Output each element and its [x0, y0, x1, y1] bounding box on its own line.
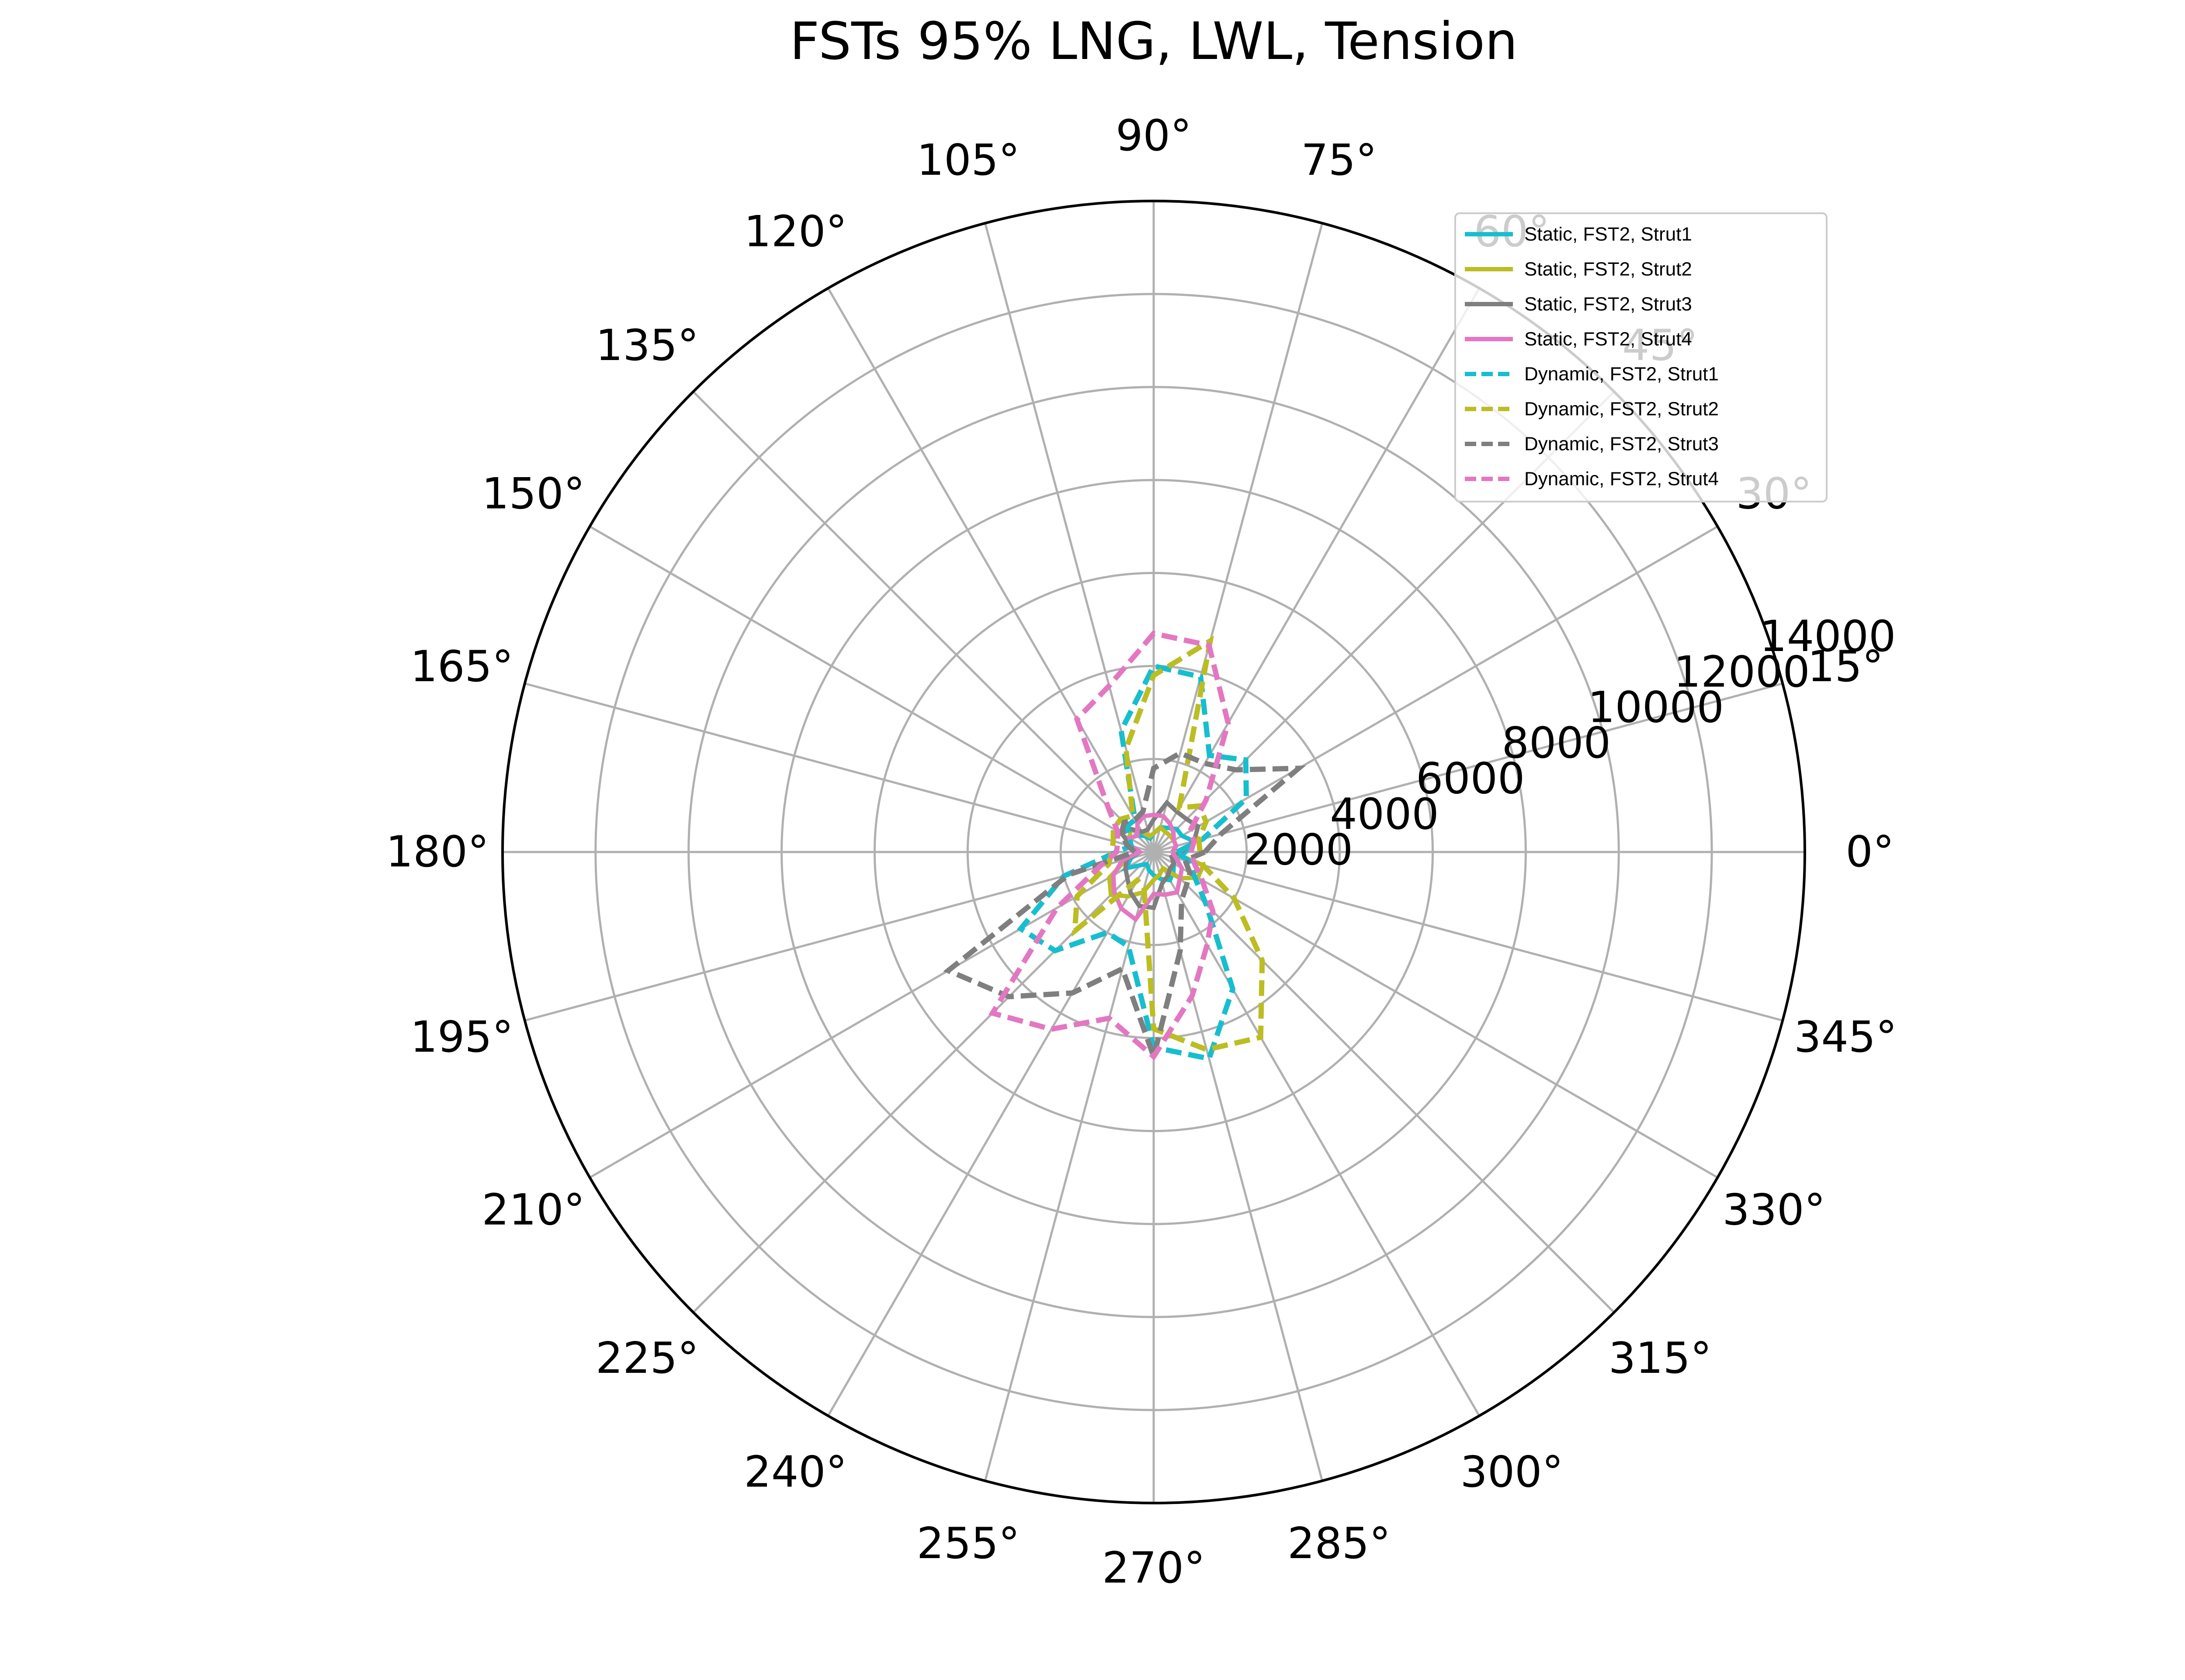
- theta-tick-label-6: 90°: [1116, 111, 1192, 161]
- legend: Static, FST2, Strut1 Static, FST2, Strut2…: [1454, 212, 1828, 502]
- theta-grid-line-22: [1153, 851, 1718, 1179]
- theta-tick-label-19: 285°: [1287, 1519, 1391, 1569]
- legend-label-8: Dynamic, FST2, Strut4: [1524, 468, 1719, 490]
- r-tick-label-6: 14000: [1760, 612, 1896, 662]
- theta-grid-line-5: [1152, 223, 1324, 852]
- chart-title: FSTs 95% LNG, LWL, Tension: [790, 11, 1517, 71]
- theta-grid-line-16: [827, 851, 1155, 1417]
- theta-grid-line-11: [524, 682, 1154, 853]
- r-tick-label-4: 10000: [1588, 683, 1724, 733]
- legend-label-2: Static, FST2, Strut2: [1524, 259, 1692, 280]
- theta-tick-label-22: 330°: [1722, 1185, 1825, 1235]
- theta-grid-line-4: [1152, 288, 1481, 853]
- r-tick-label-3: 8000: [1502, 718, 1611, 768]
- theta-tick-label-5: 75°: [1301, 135, 1377, 185]
- legend-label-1: Static, FST2, Strut1: [1524, 224, 1692, 245]
- theta-tick-label-21: 315°: [1609, 1334, 1712, 1383]
- r-tick-label-2: 6000: [1416, 754, 1525, 804]
- theta-tick-label-13: 195°: [410, 1012, 513, 1062]
- legend-label-3: Static, FST2, Strut3: [1524, 294, 1692, 315]
- series-line-5: [1016, 663, 1249, 1062]
- legend-label-5: Dynamic, FST2, Strut1: [1524, 364, 1719, 385]
- theta-tick-label-0: 0°: [1845, 827, 1894, 877]
- polar-outer-frame: [501, 200, 1806, 1504]
- theta-tick-label-12: 180°: [386, 827, 489, 877]
- theta-tick-label-9: 135°: [596, 321, 699, 371]
- theta-grid-line-20: [1152, 851, 1481, 1417]
- theta-tick-label-17: 255°: [917, 1519, 1020, 1569]
- legend-box: [1454, 212, 1828, 502]
- polar-grid: [503, 201, 1805, 1503]
- legend-label-4: Static, FST2, Strut4: [1524, 329, 1692, 350]
- theta-grid-line-21: [1153, 851, 1615, 1313]
- theta-tick-label-23: 345°: [1794, 1012, 1897, 1062]
- theta-tick-label-20: 300°: [1460, 1447, 1563, 1497]
- theta-tick-label-14: 210°: [482, 1185, 585, 1235]
- theta-tick-label-16: 240°: [744, 1447, 847, 1497]
- theta-tick-label-11: 165°: [410, 642, 513, 692]
- theta-grid-line-19: [1152, 852, 1324, 1481]
- theta-grid-line-13: [524, 851, 1154, 1022]
- r-tick-label-1: 4000: [1330, 790, 1439, 839]
- theta-tick-label-10: 150°: [482, 469, 585, 519]
- theta-grid-line-8: [827, 288, 1155, 853]
- series-line-4: [1111, 812, 1184, 923]
- theta-tick-label-18: 270°: [1102, 1543, 1205, 1593]
- theta-grid-line-9: [692, 391, 1155, 853]
- r-tick-label-5: 12000: [1674, 647, 1810, 697]
- r-tick-label-0: 2000: [1244, 825, 1353, 875]
- theta-grid-line-10: [589, 525, 1155, 853]
- theta-grid-line-7: [984, 223, 1155, 852]
- theta-grid-line-17: [984, 852, 1155, 1481]
- theta-grid-line-2: [1153, 525, 1718, 853]
- legend-label-7: Dynamic, FST2, Strut3: [1524, 433, 1719, 455]
- theta-tick-label-15: 225°: [596, 1334, 699, 1383]
- series-layer: [943, 630, 1306, 1066]
- theta-tick-label-1: 15°: [1807, 642, 1883, 692]
- theta-tick-label-8: 120°: [744, 207, 847, 257]
- theta-grid-line-1: [1153, 682, 1783, 853]
- series-line-8: [988, 630, 1231, 1061]
- legend-label-6: Dynamic, FST2, Strut2: [1524, 398, 1719, 420]
- theta-grid-line-14: [589, 851, 1155, 1179]
- polar-frame: [501, 200, 1806, 1504]
- theta-tick-label-7: 105°: [917, 135, 1020, 185]
- series-line-6: [1072, 635, 1265, 1053]
- theta-grid-line-23: [1153, 851, 1783, 1022]
